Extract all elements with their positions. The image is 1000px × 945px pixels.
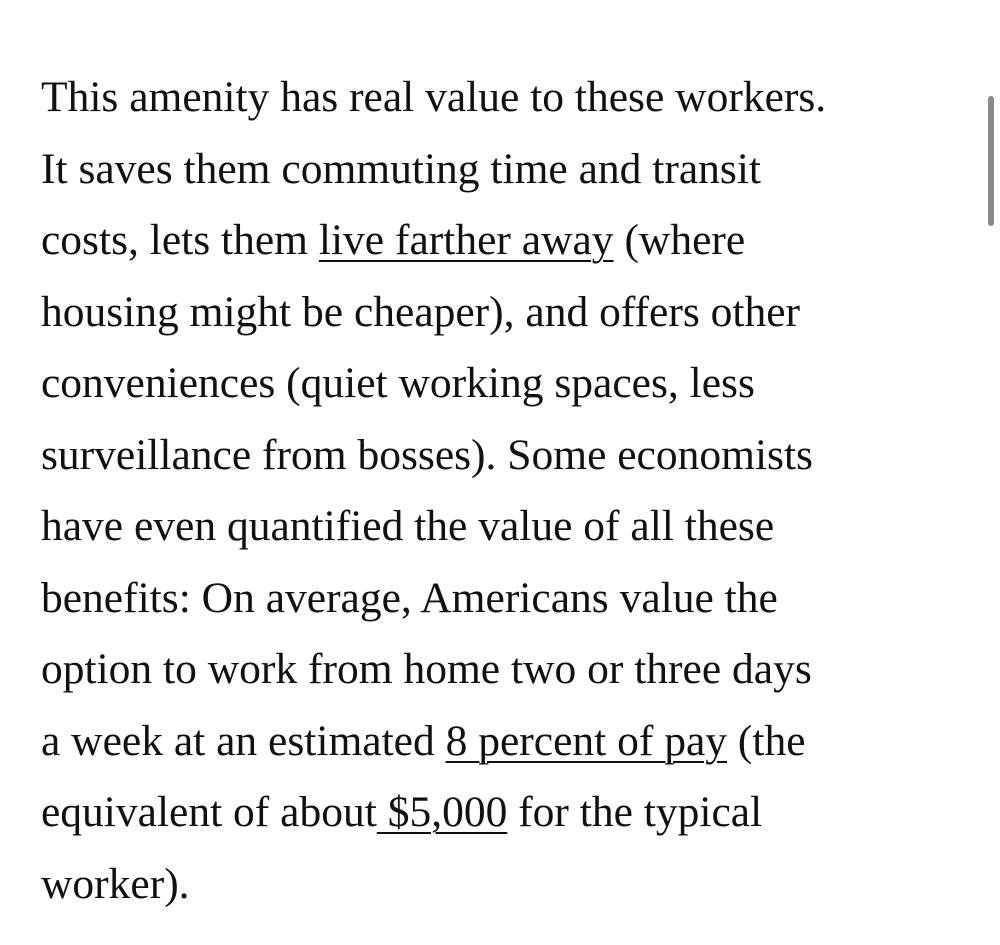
paragraph-line: It saves them commuting time and transit: [41, 134, 971, 206]
text-run: a week at an estimated: [41, 716, 446, 765]
paragraph-line: worker).: [41, 849, 971, 921]
paragraph-line: benefits: On average, Americans value th…: [41, 563, 971, 635]
text-run: costs, lets them: [41, 216, 319, 264]
inline-link[interactable]: live farther away: [318, 216, 614, 264]
paragraph-line: costs, lets them live farther away (wher…: [41, 205, 971, 277]
text-run: have even quantified the value of all th…: [41, 502, 775, 550]
paragraph-line: surveillance from bosses). Some economis…: [41, 420, 971, 492]
paragraph-line: housing might be cheaper), and offers ot…: [41, 277, 971, 349]
paragraph-line: option to work from home two or three da…: [41, 634, 971, 706]
inline-link[interactable]: $5,000: [376, 788, 508, 836]
paragraph-line: This amenity has real value to these wor…: [41, 62, 971, 134]
text-run: (the: [727, 716, 806, 765]
text-run: equivalent of about: [41, 788, 377, 836]
text-run: conveniences (quiet working spaces, less: [41, 359, 755, 407]
text-run: housing might be cheaper), and offers ot…: [41, 287, 800, 336]
scrollbar-thumb[interactable]: [988, 96, 994, 226]
paragraph-line: conveniences (quiet working spaces, less: [41, 348, 971, 420]
text-run: option to work from home two or three da…: [41, 645, 812, 693]
paragraph-line: have even quantified the value of all th…: [41, 491, 971, 563]
text-run: (where: [613, 216, 746, 264]
article-paragraph: This amenity has real value to these wor…: [41, 62, 971, 920]
text-run: for the typical: [507, 788, 763, 836]
text-run: benefits: On average, Americans value th…: [41, 573, 778, 622]
inline-link[interactable]: 8 percent of pay: [445, 716, 728, 765]
text-run: worker).: [41, 859, 190, 908]
paragraph-line: a week at an estimated 8 percent of pay …: [41, 706, 971, 778]
paragraph-line: equivalent of about $5,000 for the typic…: [41, 777, 971, 849]
text-run: It saves them commuting time and transit: [41, 144, 762, 193]
text-run: surveillance from bosses). Some economis…: [41, 430, 813, 479]
text-run: This amenity has real value to these wor…: [41, 73, 827, 121]
